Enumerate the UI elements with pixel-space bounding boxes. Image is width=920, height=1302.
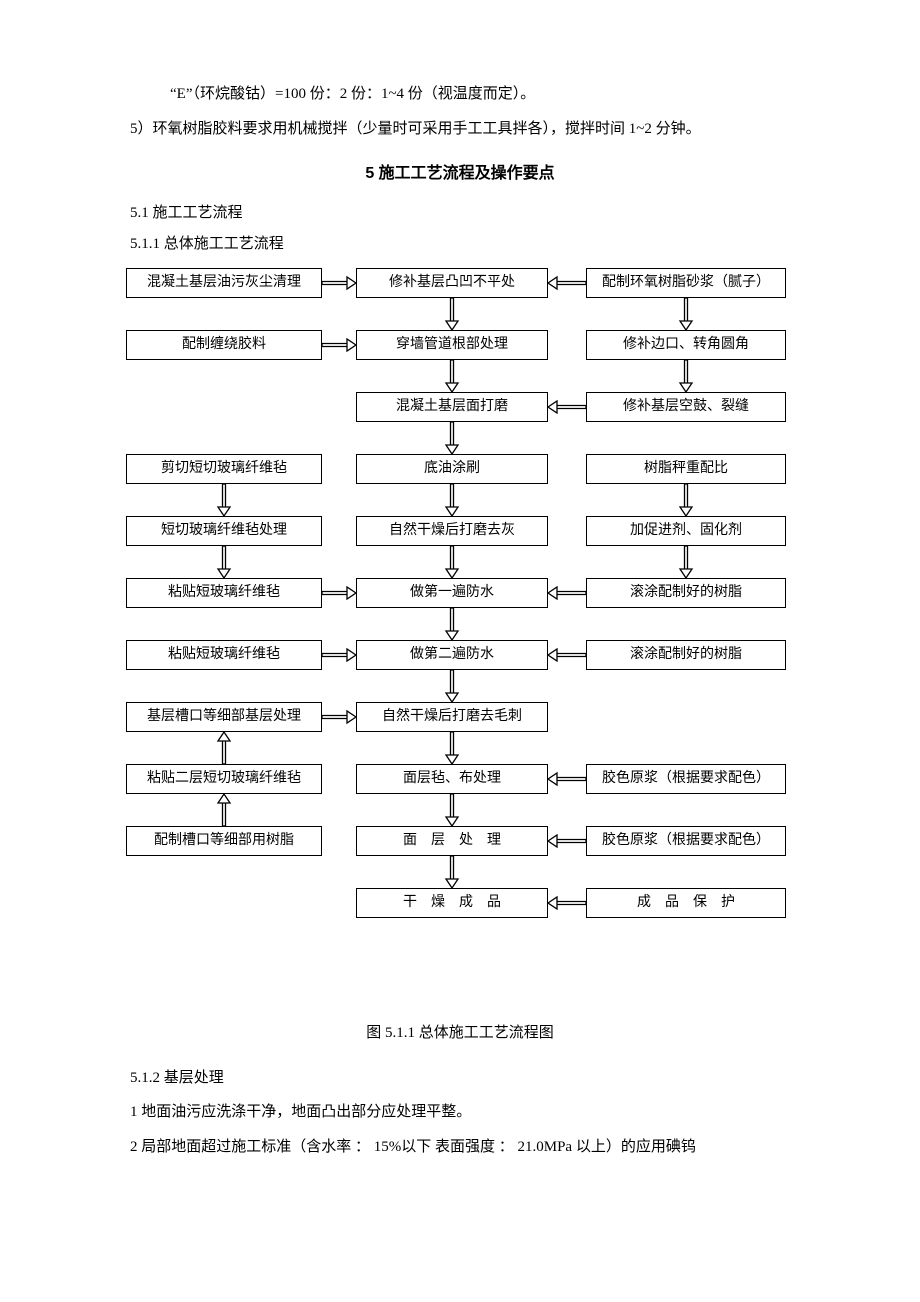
flow-node: 胶色原浆（根据要求配色） <box>586 826 786 856</box>
section-5-1-2: 5.1.2 基层处理 <box>130 1064 790 1093</box>
flow-node: 自然干燥后打磨去毛刺 <box>356 702 548 732</box>
intro-line-1: “E”（环烷酸钴）=100 份：2 份：1~4 份（视温度而定）。 <box>130 80 790 109</box>
flow-node: 粘贴短玻璃纤维毡 <box>126 578 322 608</box>
flow-node: 修补基层空鼓、裂缝 <box>586 392 786 422</box>
section-5-title: 5 施工工艺流程及操作要点 <box>130 159 790 189</box>
flow-node: 修补边口、转角圆角 <box>586 330 786 360</box>
post-item-2: 2 局部地面超过施工标准（含水率 ： 15%以下 表面强度 ： 21.0MPa … <box>130 1133 790 1162</box>
intro-line-2: 5）环氧树脂胶料要求用机械搅拌（少量时可采用手工工具拌各），搅拌时间 1~2 分… <box>130 115 790 144</box>
flow-node: 干 燥 成 品 <box>356 888 548 918</box>
flow-node: 修补基层凸凹不平处 <box>356 268 548 298</box>
flow-node: 面层毡、布处理 <box>356 764 548 794</box>
flow-node: 胶色原浆（根据要求配色） <box>586 764 786 794</box>
flow-node: 剪切短切玻璃纤维毡 <box>126 454 322 484</box>
flow-node: 混凝土基层面打磨 <box>356 392 548 422</box>
flow-node: 面 层 处 理 <box>356 826 548 856</box>
flow-node: 底油涂刷 <box>356 454 548 484</box>
flowchart-caption: 图 5.1.1 总体施工工艺流程图 <box>130 1019 790 1048</box>
flow-node: 做第一遍防水 <box>356 578 548 608</box>
flow-node: 加促进剂、固化剂 <box>586 516 786 546</box>
flow-node: 短切玻璃纤维毡处理 <box>126 516 322 546</box>
flow-node: 混凝土基层油污灰尘清理 <box>126 268 322 298</box>
flow-node: 穿墙管道根部处理 <box>356 330 548 360</box>
post-item-1: 1 地面油污应洗涤干净，地面凸出部分应处理平整。 <box>130 1098 790 1127</box>
flow-node: 配制槽口等细部用树脂 <box>126 826 322 856</box>
flow-node: 基层槽口等细部基层处理 <box>126 702 322 732</box>
section-5-1-1: 5.1.1 总体施工工艺流程 <box>130 230 790 259</box>
flow-node: 粘贴短玻璃纤维毡 <box>126 640 322 670</box>
flowchart: 混凝土基层油污灰尘清理配制缠绕胶料剪切短切玻璃纤维毡短切玻璃纤维毡处理粘贴短玻璃… <box>126 264 786 1009</box>
flow-node: 配制环氧树脂砂浆（腻子） <box>586 268 786 298</box>
section-5-1: 5.1 施工工艺流程 <box>130 199 790 228</box>
flow-node: 滚涂配制好的树脂 <box>586 578 786 608</box>
flow-node: 做第二遍防水 <box>356 640 548 670</box>
flow-node: 树脂秤重配比 <box>586 454 786 484</box>
flow-node: 滚涂配制好的树脂 <box>586 640 786 670</box>
flow-node: 粘贴二层短切玻璃纤维毡 <box>126 764 322 794</box>
flow-node: 成 品 保 护 <box>586 888 786 918</box>
flow-node: 配制缠绕胶料 <box>126 330 322 360</box>
flow-node: 自然干燥后打磨去灰 <box>356 516 548 546</box>
